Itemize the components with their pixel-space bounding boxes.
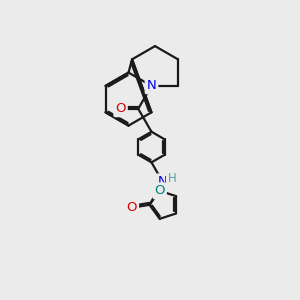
Text: N: N [147,79,156,92]
Text: O: O [115,102,126,115]
Text: H: H [168,172,176,185]
Text: O: O [154,184,165,197]
Text: N: N [158,176,168,188]
Text: O: O [127,201,137,214]
